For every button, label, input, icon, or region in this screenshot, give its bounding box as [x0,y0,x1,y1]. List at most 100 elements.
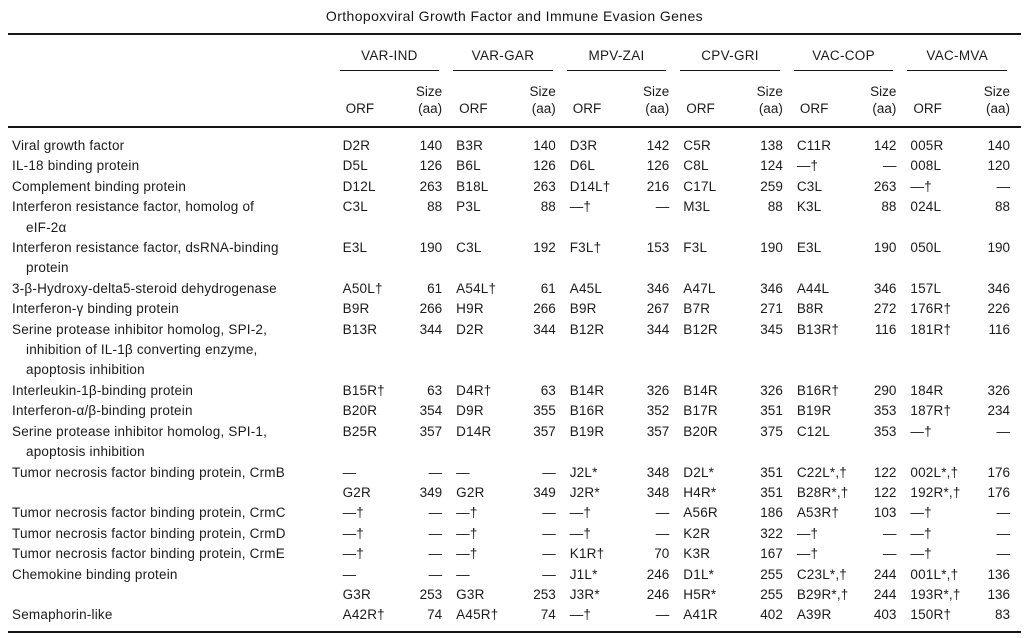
size-cell: 116 [988,321,1010,337]
orf-cell: —† [342,546,365,562]
orf-cell: G3R [342,586,371,602]
size-cell: 351 [760,484,783,500]
orf-cell: — [342,464,357,480]
size-cell: — [882,158,897,174]
size-cell: 290 [873,382,897,398]
size-cell: 140 [987,138,1010,153]
orf-cell: 002L*,† [910,464,959,480]
orf-cell: D9R [456,403,484,419]
orf-cell: — [456,566,470,582]
size-cell: 259 [760,178,783,194]
size-cell: 345 [760,321,783,337]
size-cell: 357 [646,423,670,439]
orf-column-header: ORF [907,71,973,128]
orf-cell: J2R* [569,484,600,500]
size-cell: 140 [533,138,556,153]
orf-cell: —† [569,199,592,215]
size-cell: 190 [419,240,443,256]
size-cell: 138 [760,138,783,153]
size-cell: — [996,505,1011,521]
column-group-var-ind-label: VAR-IND [339,48,440,71]
size-cell: 246 [646,586,670,602]
size-cell: 167 [760,546,783,562]
size-cell: 63 [540,382,556,398]
size-cell: — [428,525,443,541]
size-cell: 126 [533,158,556,174]
size-cell: — [428,566,443,582]
size-cell: — [996,546,1011,562]
orf-cell: B19R [569,423,605,439]
orf-cell: C3L [342,199,368,215]
orf-cell: —† [796,158,819,174]
orf-cell: —† [342,505,365,521]
orf-cell: F3L† [569,240,602,256]
size-cell: 176 [987,464,1010,480]
orf-cell: E3L [796,240,822,256]
orf-cell: B12R [569,321,605,337]
size-cell: 322 [760,525,783,541]
orf-cell: B14R [683,382,718,398]
column-group-cpv-gri-label: CPV-GRI [680,48,780,71]
orf-cell: B20R [342,403,378,419]
gene-label: Interferon-α/β-binding protein [12,403,193,419]
table-row: Viral growth factor D2R 140 B3R 140 D3R 142 C5R… [8,127,1021,156]
size-column-header: Size (aa) [518,71,567,128]
size-cell: 190 [760,240,783,256]
header-spacer [8,34,340,71]
size-cell: 346 [760,280,783,296]
size-cell: 124 [760,158,783,174]
gene-label: Chemokine binding protein [12,566,178,582]
orf-cell: —† [456,505,478,521]
size-cell: — [542,546,556,562]
orf-cell: A53R† [796,505,840,521]
orf-cell: —† [342,525,365,541]
orf-cell: C12L [796,423,830,439]
orf-cell: C3L [456,240,482,256]
size-cell: 61 [427,280,443,296]
column-group-vac-mva-label: VAC-MVA [907,48,1007,71]
orf-cell: C17L [683,178,717,194]
orf-cell: —† [910,505,932,521]
gene-table: VAR-IND VAR-GAR MPV-ZAI CPV-GRI VAC-COP … [8,33,1021,633]
orf-cell: A54L† [456,280,497,296]
size-cell: 63 [427,382,443,398]
size-cell: 140 [419,138,443,153]
table-row: Serine protease inhibitor homolog, SPI-2… [8,320,1021,381]
orf-cell: 050L [910,240,942,256]
orf-cell: 157L [910,280,942,296]
size-cell: — [655,525,670,541]
orf-cell: 187R† [910,403,952,419]
orf-cell: 193R*,† [910,586,961,602]
orf-cell: B13R [342,321,378,337]
orf-column-header: ORF [453,71,519,128]
size-column-header: Size (aa) [859,71,908,128]
orf-cell: D2R [456,321,484,337]
orf-cell: B8R [796,301,824,317]
table-row: Semaphorin-like A42R† 74 A45R† 74 —† — A41R 402 A… [8,605,1021,631]
size-cell: 120 [987,158,1010,174]
size-cell: 267 [646,301,670,317]
size-cell: 352 [646,403,670,419]
table-row: Complement binding protein D12L 263 B18L 263… [8,177,1021,197]
size-cell: — [996,423,1011,439]
size-cell: 126 [646,158,670,174]
orf-cell: 184R [910,382,944,398]
table-row: G2R 349 G2R 349 J2R* 348 H4R* 351 B28R*,† 122 192R… [8,483,1021,503]
size-cell: 357 [533,423,556,439]
size-cell: 403 [873,607,897,623]
orf-cell: B3R [456,138,484,153]
orf-cell: B14R [569,382,605,398]
size-cell: 136 [987,586,1010,602]
gene-label: IL-18 binding protein [12,158,140,174]
size-cell: 192 [533,240,556,256]
size-cell: — [542,566,556,582]
size-cell: 234 [987,403,1010,419]
size-cell: 353 [873,423,897,439]
orf-cell: 176R† [910,301,952,317]
orf-cell: G2R [342,484,371,500]
size-cell: — [428,464,443,480]
orf-column-header: ORF [793,71,860,128]
column-group-vac-mva: VAC-MVA [907,34,1021,71]
orf-cell: A50L† [342,280,383,296]
size-cell: — [542,525,556,541]
